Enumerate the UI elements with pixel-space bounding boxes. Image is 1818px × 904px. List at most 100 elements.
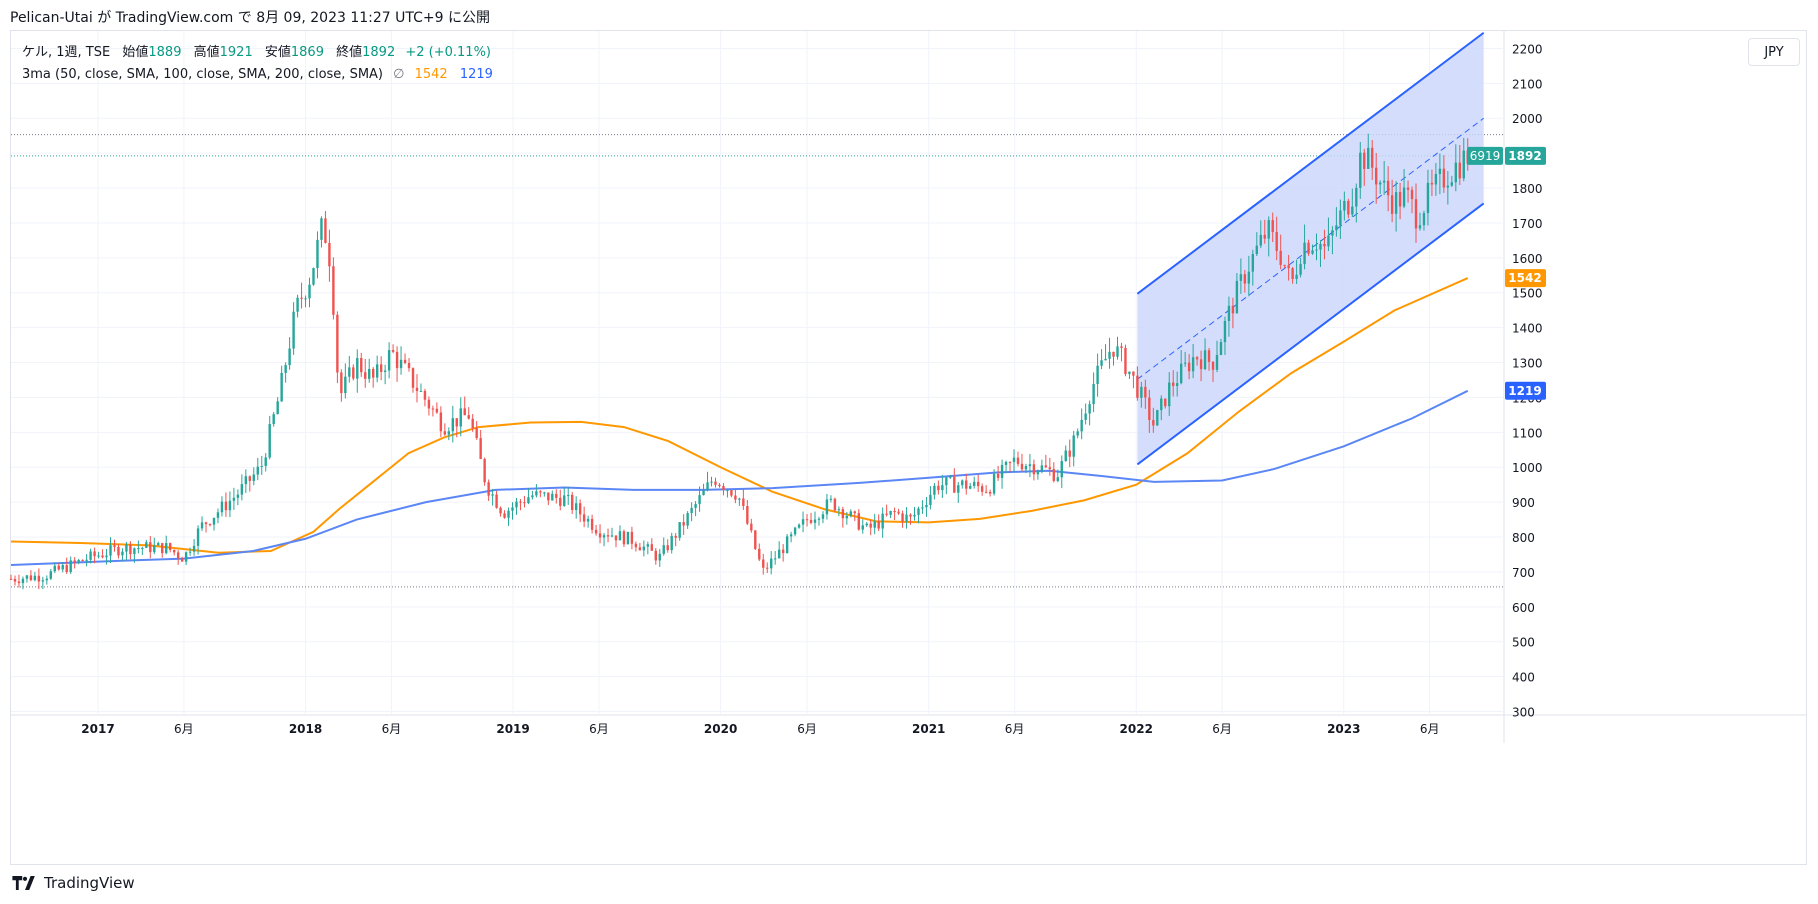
candle [455,418,458,438]
candle [1386,166,1390,212]
candle [1394,181,1398,232]
candle-body [606,535,610,537]
candle-body [1112,351,1115,357]
candle [37,568,41,590]
candle-body [1378,182,1382,185]
candle [1458,145,1461,185]
candle [264,453,267,472]
candle [511,502,514,520]
x-tick-label: 6月 [174,722,194,736]
candle [1203,338,1207,371]
candle-body [1024,466,1028,470]
candle-body [109,545,112,556]
candle-body [157,543,160,546]
candle-body [419,390,423,392]
candle-body [296,297,299,312]
candle [89,548,92,564]
candle-body [316,239,319,269]
candle-body [730,490,733,496]
candle-body [527,497,530,504]
candle [618,525,622,541]
price-label-bg [1505,381,1546,400]
candle-body [1271,220,1274,232]
candle-body [766,567,769,569]
candle [113,539,116,552]
candle-body [793,527,797,535]
change-value: +2 (+0.11%) [405,45,491,60]
candle-body [85,559,88,561]
candle [200,516,204,531]
y-tick-label: 1300 [1512,357,1543,371]
candle-body [539,491,542,493]
candle [73,557,76,569]
candle [344,363,347,399]
candle-body [1199,359,1203,370]
candle-body [1410,189,1414,200]
indicator-label[interactable]: 3ma (50, close, SMA, 100, close, SMA, 20… [22,67,383,82]
candle [1012,449,1016,473]
x-tick-label: 6月 [1212,722,1232,736]
candle-body [893,510,896,512]
candle-body [877,521,880,529]
x-tick-label: 6月 [382,722,402,736]
candle-body [220,501,224,513]
candle [252,467,255,486]
candle-body [770,558,773,569]
candle [933,483,936,500]
candle [988,489,992,497]
candle [1215,340,1219,373]
candle-body [1203,350,1207,370]
candle [1108,337,1111,369]
candle-body [976,481,980,487]
candle-body [678,522,681,538]
candle-body [224,501,228,511]
candle-body [762,559,765,568]
candle-body [141,547,144,549]
candle-body [200,522,204,529]
candle [789,531,793,543]
candle-body [797,524,801,528]
y-tick-label: 500 [1512,636,1535,650]
candle [1227,296,1231,337]
candle [208,523,212,527]
candle [574,496,578,519]
candle-body [260,465,263,467]
candle [1442,155,1446,193]
candle [483,457,486,486]
candle [1315,233,1318,261]
candle [746,500,749,526]
candle [176,549,180,565]
currency-button[interactable]: JPY [1748,38,1800,66]
candle-body [1048,467,1052,470]
footer-brand-name: TradingView [44,874,135,892]
x-tick-label: 6月 [1420,722,1440,736]
candle [280,365,283,402]
candle [869,519,872,536]
candle-body [399,359,403,369]
candle [41,576,45,589]
candle [1072,430,1075,467]
candle-body [1367,147,1370,169]
candle-body [236,494,240,498]
candle [479,429,482,460]
candle-body [184,552,188,562]
candle [1438,153,1442,195]
candle-body [101,555,104,558]
candle-body [1267,220,1270,239]
candle [169,542,172,553]
candle [714,477,717,488]
candle-body [1124,347,1127,375]
candle-body [1414,199,1418,229]
candle-body [495,494,498,508]
candle-body [821,514,825,519]
candle-body [988,491,992,494]
candle [97,551,100,559]
symbol-label[interactable]: ケル, 1週, TSE [22,45,111,60]
candle-body [463,408,466,416]
candle [961,479,964,489]
tradingview-logo-icon [12,876,35,890]
candle [885,504,888,517]
candle [1004,460,1008,473]
candles [9,133,1469,590]
